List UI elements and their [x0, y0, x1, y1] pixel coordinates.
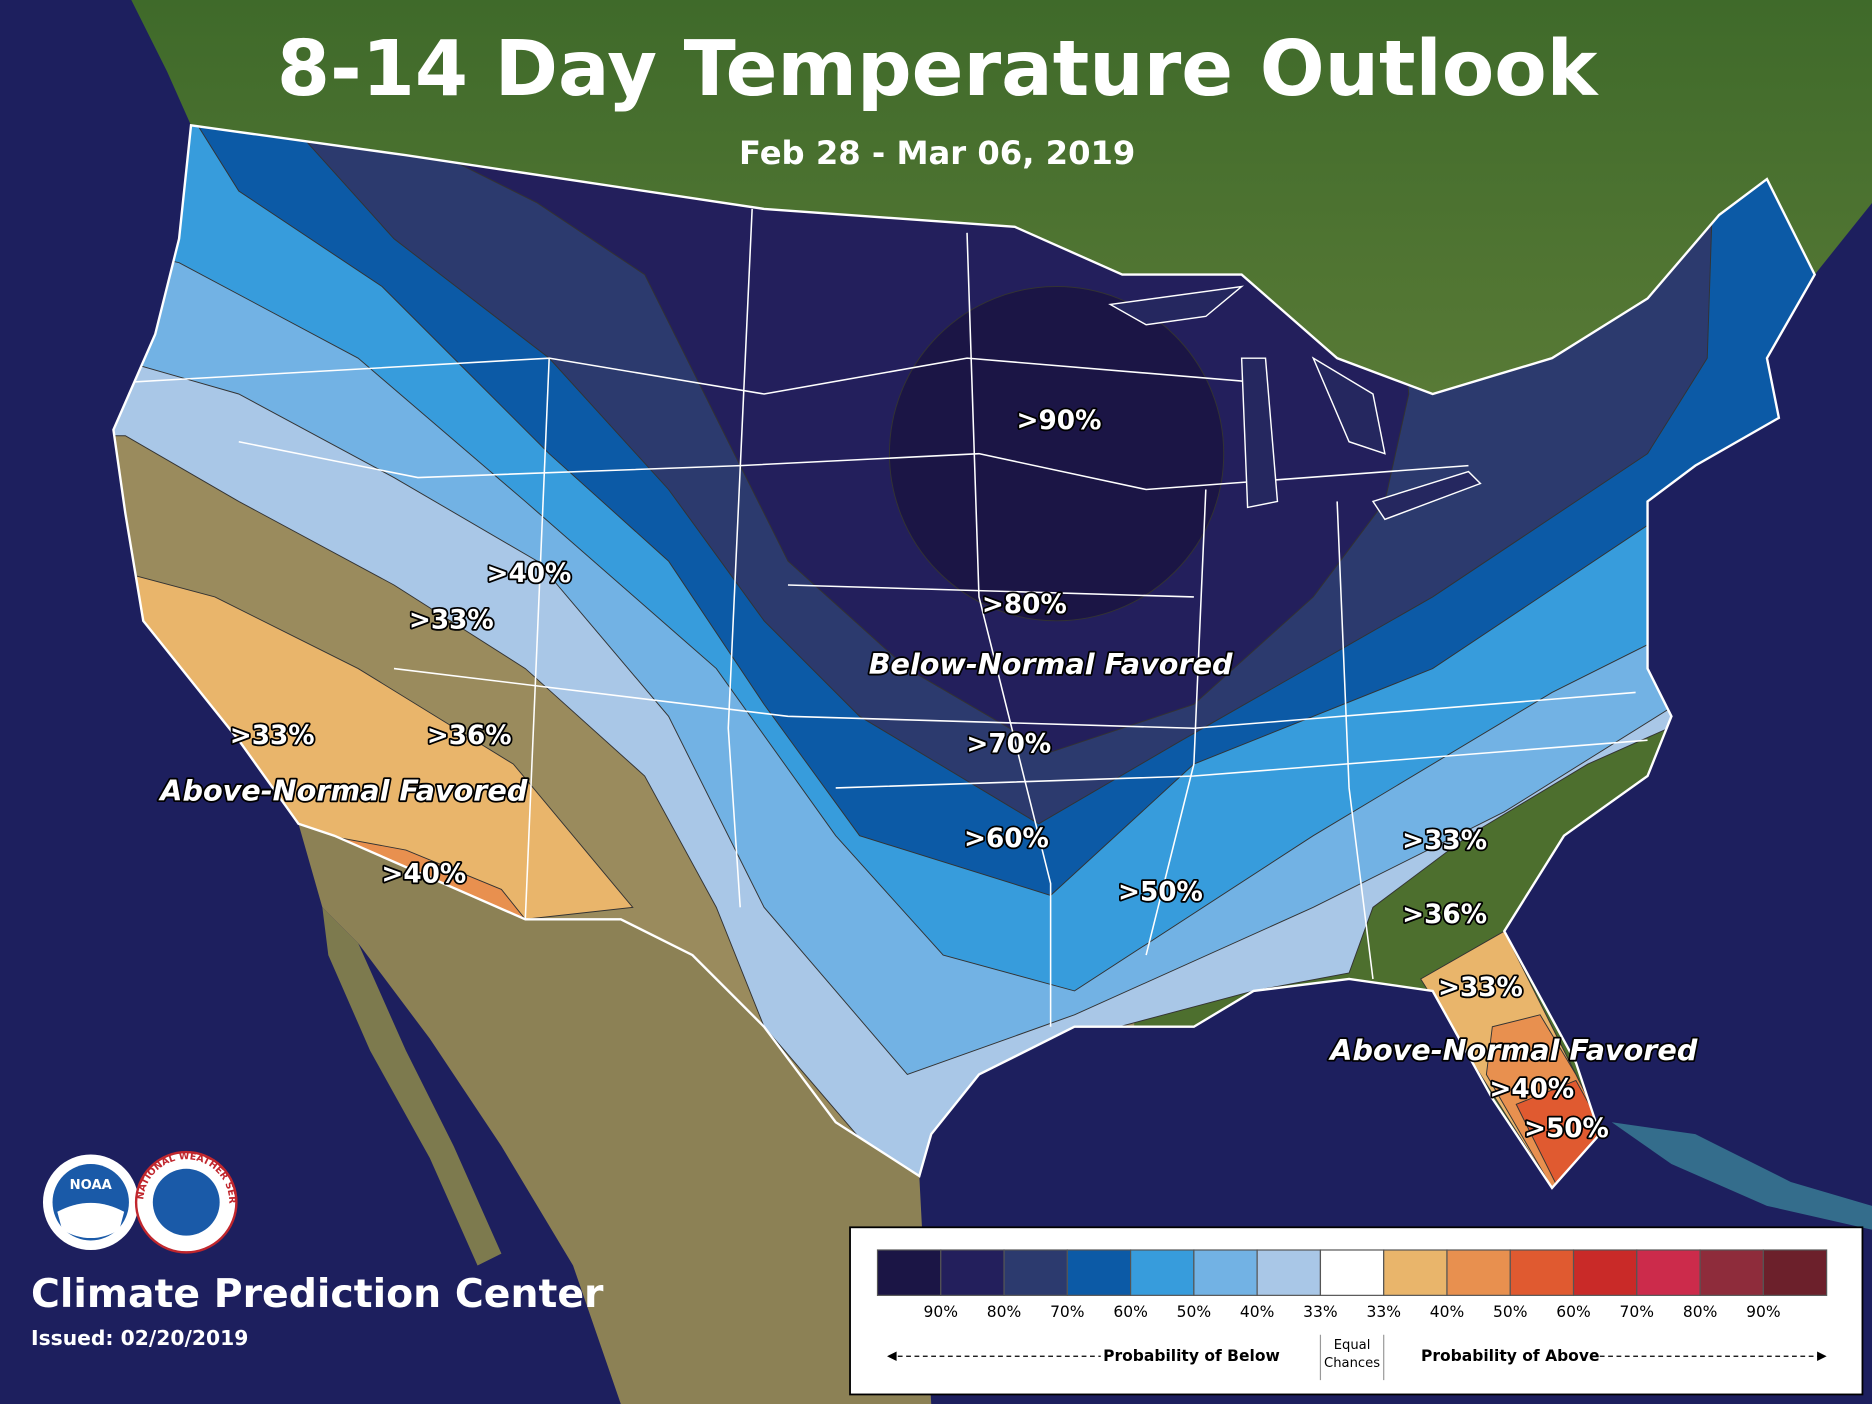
legend-swatch [1193, 1249, 1258, 1296]
contour-label: >40% [486, 559, 571, 589]
state-line [524, 358, 550, 920]
contour-label: >50% [1118, 878, 1203, 908]
nws-disc [152, 1168, 220, 1236]
lake-huron [1311, 356, 1386, 455]
legend-below-label: 60% [1113, 1303, 1148, 1321]
state-line [1145, 489, 1207, 956]
state-line [727, 208, 753, 908]
canada-land [131, 0, 1872, 394]
legend-swatch [876, 1249, 942, 1296]
contour-label: >33% [1402, 826, 1487, 856]
baja-land [322, 907, 502, 1266]
legend-swatch [940, 1249, 1005, 1296]
legend: Probability of Below Equal Chances Proba… [849, 1226, 1864, 1396]
state-lines [131, 208, 1648, 1027]
contour-label: >70% [966, 729, 1051, 759]
lake-superior [1108, 285, 1245, 326]
state-line [238, 440, 1469, 491]
state-line [966, 232, 1052, 1027]
legend-ec-box: Equal Chances [1324, 1337, 1381, 1371]
legend-swatch [1699, 1249, 1764, 1296]
noaa-gull [57, 1202, 125, 1239]
legend-swatch [1319, 1249, 1385, 1296]
region-label: Above-Normal Favored [1328, 1033, 1698, 1067]
contour-label: >80% [982, 590, 1067, 620]
legend-above-label: 33% [1366, 1303, 1401, 1321]
legend-swatch [1636, 1249, 1701, 1296]
legend-above-label: 80% [1683, 1303, 1718, 1321]
legend-below-label: 70% [1050, 1303, 1085, 1321]
legend-below-label: 90% [924, 1303, 959, 1321]
noaa-logo: NOAA [42, 1154, 139, 1250]
state-line [1336, 501, 1374, 980]
legend-equal-chances: Equal Chances [1324, 1337, 1381, 1371]
date-range: Feb 28 - Mar 06, 2019 [739, 134, 1135, 172]
state-line [787, 584, 1648, 789]
legend-below-label: 40% [1240, 1303, 1275, 1321]
legend-below-label: 50% [1177, 1303, 1212, 1321]
title: 8-14 Day Temperature Outlook [277, 25, 1600, 114]
lake-michigan [1240, 357, 1279, 509]
state-line [131, 357, 1254, 395]
contour-label: >36% [1402, 900, 1487, 930]
caribbean-shallows [1611, 1122, 1872, 1230]
legend-below-label: 33% [1303, 1303, 1338, 1321]
noaa-text: NOAA [70, 1178, 113, 1193]
legend-above-caption: Probability of Above [1421, 1347, 1599, 1365]
contour-label: >40% [1489, 1075, 1574, 1105]
state-line [393, 667, 1636, 730]
legend-arrowhead [887, 1351, 897, 1362]
contour-label: >33% [409, 605, 494, 635]
legend-below-caption: Probability of Below [1103, 1347, 1280, 1365]
legend-swatch [1509, 1249, 1575, 1296]
legend-below-label: 80% [987, 1303, 1022, 1321]
region-label: Below-Normal Favored [869, 647, 1233, 681]
legend-above-label: 70% [1620, 1303, 1655, 1321]
issued-date: Issued: 02/20/2019 [31, 1326, 248, 1350]
legend-swatch [1383, 1249, 1448, 1296]
us-outline [112, 124, 1817, 1190]
legend-swatch [1762, 1249, 1828, 1296]
mexico-land [298, 823, 932, 1404]
band-below-90 [888, 286, 1225, 622]
legend-swatch [1446, 1249, 1511, 1296]
legend-above-label: 60% [1556, 1303, 1591, 1321]
contour-label: >36% [427, 721, 512, 751]
contour-label: >33% [1438, 973, 1523, 1003]
contour-label: >60% [964, 824, 1049, 854]
lake-erie [1371, 470, 1482, 521]
legend-swatch [1130, 1249, 1195, 1296]
legend-swatch [1003, 1249, 1068, 1296]
contour-label: >33% [230, 721, 315, 751]
legend-above-label: 50% [1493, 1303, 1528, 1321]
contour-label: >40% [381, 860, 466, 890]
agency-name: Climate Prediction Center [31, 1271, 604, 1317]
legend-above-label: 40% [1430, 1303, 1465, 1321]
legend-arrowhead [1817, 1351, 1827, 1362]
region-label: Above-Normal Favored [158, 774, 528, 808]
legend-swatch [1066, 1249, 1132, 1296]
contour-label: >90% [1017, 406, 1102, 436]
legend-swatch [1256, 1249, 1322, 1296]
legend-swatch [1572, 1249, 1638, 1296]
contour-label: >50% [1524, 1114, 1609, 1144]
legend-above-label: 90% [1746, 1303, 1781, 1321]
